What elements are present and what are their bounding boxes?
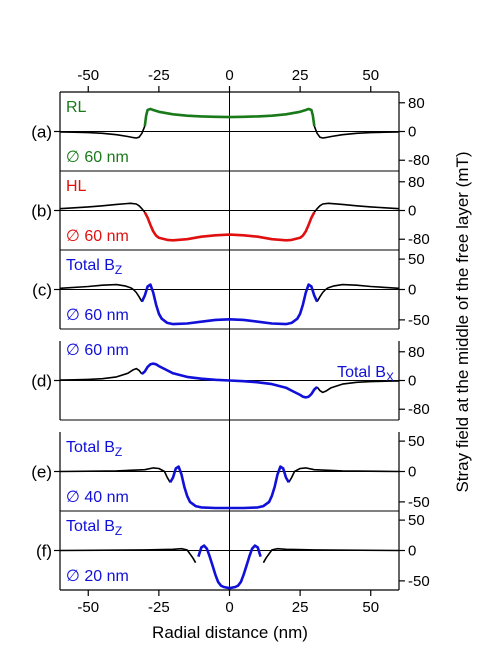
top-x-tick-label: 0 xyxy=(225,67,233,84)
panel-b: (b) 80 0 -80 HL ∅ 60 nm xyxy=(31,171,430,251)
top-x-tick-label: 50 xyxy=(362,67,379,84)
series-line-outer-right xyxy=(288,467,400,483)
diameter-label: ∅ 60 nm xyxy=(66,149,129,166)
panel-d: (d) 80 0 -80 ∅ 60 nm Total BX xyxy=(31,341,430,421)
series-name: Total B xyxy=(66,518,115,535)
top-x-tick-label: -25 xyxy=(148,67,170,84)
series-subscript: X xyxy=(386,370,394,384)
right-y-tick-label: 50 xyxy=(408,251,425,268)
series-name: Total B xyxy=(66,257,115,274)
right-y-tick-label: -80 xyxy=(408,401,430,418)
series-name: RL xyxy=(66,99,87,116)
right-y-tick-label: 50 xyxy=(408,433,425,450)
right-y-tick-label: 80 xyxy=(408,344,425,361)
panel-letter: (b) xyxy=(31,202,52,221)
series-label: Total BX xyxy=(337,364,394,384)
panel-letter: (a) xyxy=(31,123,52,142)
diameter-label: ∅ 60 nm xyxy=(66,228,129,245)
series-line-outer-right xyxy=(262,547,400,564)
diameter-label: ∅ 60 nm xyxy=(66,307,129,324)
series-label: Total BZ xyxy=(66,257,122,277)
series-line-highlight xyxy=(169,465,290,510)
bottom-x-tick-label: -25 xyxy=(148,599,170,616)
series-name: Total B xyxy=(337,364,386,381)
right-y-tick-label: -80 xyxy=(408,152,430,169)
series-label: HL xyxy=(66,178,87,195)
series-line-highlight xyxy=(140,283,319,326)
right-y-tick-label: 0 xyxy=(408,203,416,220)
series-subscript: Z xyxy=(115,263,122,277)
panel-letter: (f) xyxy=(36,542,52,561)
series-line-highlight xyxy=(197,544,262,590)
series-line-outer-right xyxy=(313,202,400,213)
diameter-label: ∅ 40 nm xyxy=(66,489,129,506)
right-y-tick-label: 80 xyxy=(408,174,425,191)
series-subscript: Z xyxy=(115,445,122,459)
right-y-tick-label: -50 xyxy=(408,494,430,511)
bottom-x-tick-label: 0 xyxy=(225,599,233,616)
panel-a: (a) 80 0 -80 RL ∅ 60 nm xyxy=(31,92,430,172)
right-y-tick-label: -80 xyxy=(408,231,430,248)
series-line-outer-right xyxy=(316,283,400,303)
plot-area: (a) 80 0 -80 RL ∅ 60 nm (b) 80 0 -80 HL ∅ 60 nm (c) 5… xyxy=(31,92,430,590)
top-x-axis: -50 -25 0 25 50 xyxy=(60,67,399,93)
series-line-outer-left xyxy=(59,547,197,564)
diameter-label: ∅ 20 nm xyxy=(66,568,129,585)
series-line-outer-left xyxy=(59,125,146,139)
series-label: Total BZ xyxy=(66,439,122,459)
series-line-outer-right xyxy=(313,125,400,139)
diameter-label: ∅ 60 nm xyxy=(66,342,129,359)
panel-c: (c) 50 0 -50 Total BZ ∅ 60 nm xyxy=(32,250,430,330)
series-label: Total BZ xyxy=(66,518,122,538)
bottom-x-tick-label: 25 xyxy=(292,599,309,616)
series-label: RL xyxy=(66,99,87,116)
series-line-outer-right xyxy=(316,380,400,394)
series-line-highlight xyxy=(141,362,318,399)
series-line-outer-left xyxy=(59,367,143,381)
series-line-outer-left xyxy=(59,202,146,213)
right-y-tick-label: 80 xyxy=(408,95,425,112)
y-axis-label: Stray field at the middle of the free la… xyxy=(453,151,472,492)
panel-letter: (d) xyxy=(31,372,52,391)
series-subscript: Z xyxy=(115,524,122,538)
series-line-highlight xyxy=(143,211,316,242)
right-y-tick-label: 0 xyxy=(408,124,416,141)
series-name: HL xyxy=(66,178,87,195)
x-axis-label: Radial distance (nm) xyxy=(152,623,308,642)
series-line-outer-left xyxy=(59,283,143,303)
top-x-tick-label: -50 xyxy=(77,67,99,84)
right-y-tick-label: 50 xyxy=(408,512,425,529)
panel-letter: (c) xyxy=(32,281,52,300)
bottom-x-tick-label: 50 xyxy=(362,599,379,616)
right-y-tick-label: 0 xyxy=(408,282,416,299)
bottom-x-axis: -50 -25 0 25 50 xyxy=(60,589,399,616)
series-name: Total B xyxy=(66,439,115,456)
right-y-tick-label: 0 xyxy=(408,543,416,560)
right-y-tick-label: 0 xyxy=(408,373,416,390)
right-y-tick-label: -50 xyxy=(408,573,430,590)
series-line-highlight xyxy=(143,107,316,127)
panel-letter: (e) xyxy=(31,463,52,482)
panel-e: (e) 50 0 -50 Total BZ ∅ 40 nm xyxy=(31,432,430,512)
top-x-tick-label: 25 xyxy=(292,67,309,84)
panel-f: (f) 50 0 -50 Total BZ ∅ 20 nm xyxy=(36,511,430,590)
bottom-x-tick-label: -50 xyxy=(77,599,99,616)
right-y-tick-label: -50 xyxy=(408,312,430,329)
right-y-tick-label: 0 xyxy=(408,464,416,481)
series-line-outer-left xyxy=(59,467,171,483)
